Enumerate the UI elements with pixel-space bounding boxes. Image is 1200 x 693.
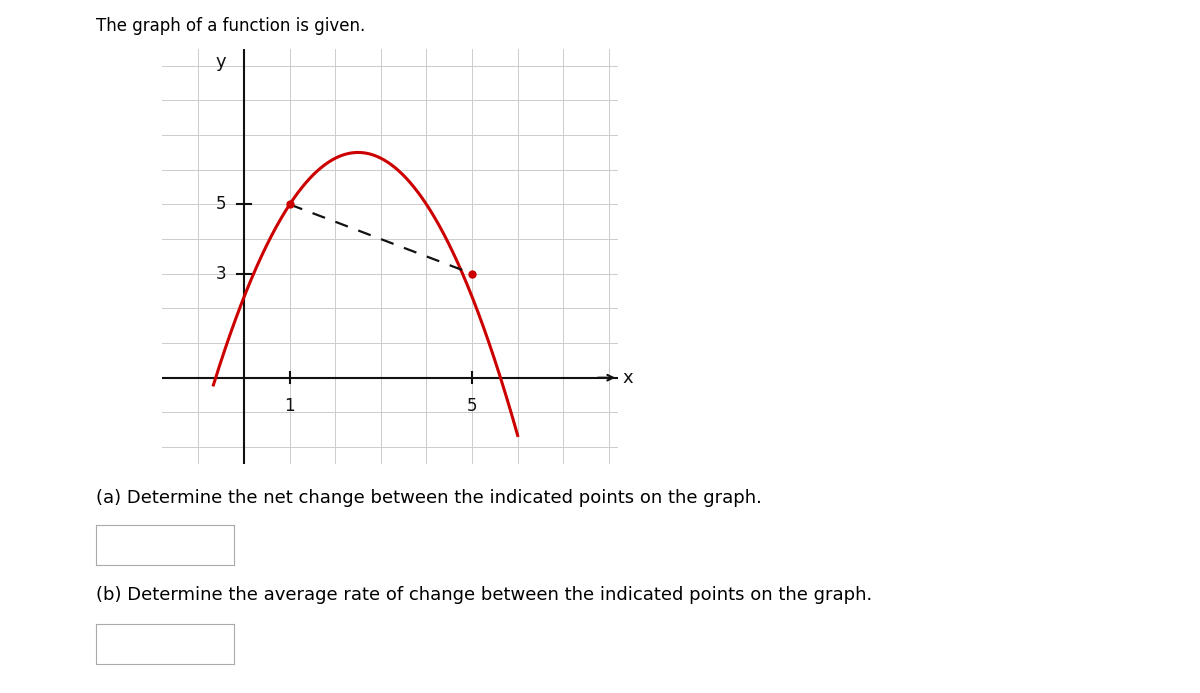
Text: 1: 1 <box>284 396 295 414</box>
Text: (b) Determine the average rate of change between the indicated points on the gra: (b) Determine the average rate of change… <box>96 586 872 604</box>
Text: x: x <box>623 369 634 387</box>
Text: 3: 3 <box>215 265 226 283</box>
Text: 5: 5 <box>467 396 478 414</box>
Text: The graph of a function is given.: The graph of a function is given. <box>96 17 365 35</box>
Text: (a) Determine the net change between the indicated points on the graph.: (a) Determine the net change between the… <box>96 489 762 507</box>
Text: 5: 5 <box>215 195 226 213</box>
Text: y: y <box>216 53 227 71</box>
